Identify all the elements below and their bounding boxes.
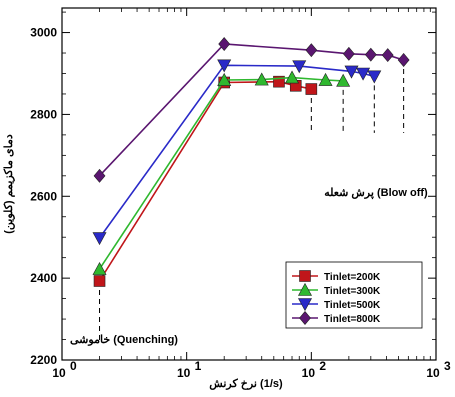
data-point (342, 46, 355, 61)
y-axis-ticks: 2200 2400 2600 2800 3000 (30, 11, 436, 367)
annotation-blow-off: پرش شعله (Blow off) (324, 187, 428, 199)
legend-marker (297, 298, 313, 312)
data-point (273, 75, 285, 88)
series-line (98, 43, 404, 177)
legend-label: Tinlet=500K (324, 300, 381, 311)
data-point (344, 65, 359, 79)
data-point (336, 73, 351, 87)
data-point (285, 70, 300, 84)
x-tick-label: 10 (177, 366, 191, 380)
data-point (218, 37, 231, 51)
data-point (292, 60, 307, 74)
y-tick-label: 2800 (30, 107, 57, 121)
legend-marker (297, 282, 313, 296)
series-line (98, 80, 312, 282)
legend-marker (299, 270, 311, 282)
legend-label: Tinlet=300K (324, 286, 381, 297)
series-2 (92, 70, 351, 275)
data-point (217, 59, 232, 73)
y-tick-label: 3000 (30, 26, 57, 40)
x-tick-label: 10 (302, 366, 316, 380)
x-axis-ticks: 10 0 10 1 10 2 10 3 (52, 8, 451, 380)
data-point (217, 72, 232, 86)
series-line (98, 76, 344, 270)
data-point (254, 72, 269, 86)
y-axis-title: دمای ماکزیمم (کلوین) (3, 134, 15, 234)
x-tick-label: 10 (52, 366, 66, 380)
data-point (381, 48, 394, 63)
y-tick-label: 2400 (30, 271, 57, 285)
data-point (356, 67, 371, 81)
legend-label: Tinlet=200K (324, 272, 381, 283)
series-line (98, 64, 375, 239)
x-tick-exponent: 2 (319, 359, 326, 373)
legend: Tinlet=200K Tinlet=300K Tinlet=500K Tinlet=… (285, 261, 423, 329)
data-point (305, 43, 318, 58)
data-point (364, 47, 377, 62)
x-axis-title: نرخ کرنش (1/s) (209, 378, 283, 390)
legend-marker (299, 311, 311, 325)
data-point (93, 168, 106, 183)
x-tick-exponent: 0 (70, 359, 77, 373)
plot-frame (61, 7, 437, 361)
legend-label: Tinlet=800K (324, 314, 381, 325)
x-tick-exponent: 3 (444, 359, 451, 373)
data-point (367, 70, 382, 84)
dashed-marker-lines (99, 59, 405, 344)
x-tick-label: 10 (426, 366, 440, 380)
data-point (305, 83, 318, 95)
data-point (318, 72, 333, 86)
y-tick-label: 2200 (30, 353, 57, 367)
data-point (397, 53, 410, 67)
y-tick-label: 2600 (30, 189, 57, 203)
data-point (93, 275, 106, 287)
x-tick-exponent: 1 (195, 359, 202, 373)
series-4 (93, 37, 410, 183)
data-point (92, 232, 107, 246)
series-3 (92, 59, 382, 246)
series-group (92, 37, 410, 287)
annotation-quenching: خاموشی (Quenching) (70, 334, 178, 346)
data-point (92, 262, 107, 275)
